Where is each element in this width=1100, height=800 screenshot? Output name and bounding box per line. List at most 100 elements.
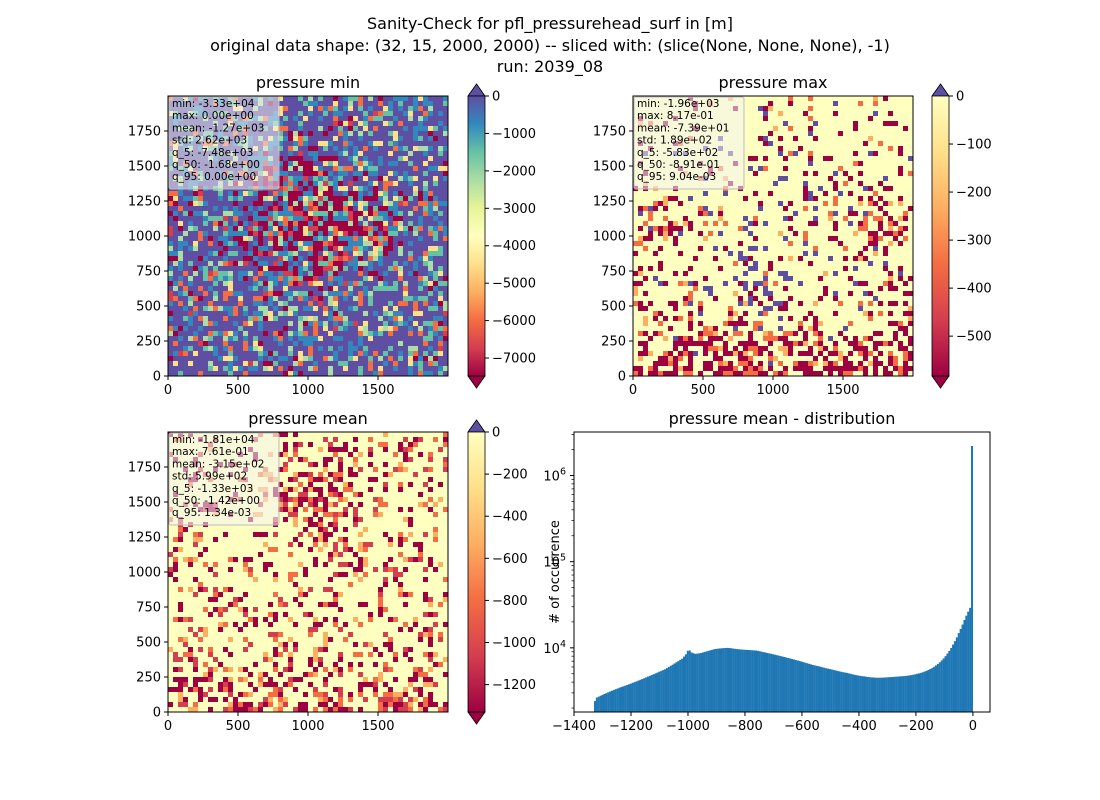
heatmap-cell bbox=[438, 216, 444, 222]
heatmap-cell bbox=[423, 116, 429, 122]
heatmap-cell bbox=[658, 211, 664, 217]
heatmap-cell bbox=[363, 266, 369, 272]
heatmap-cell bbox=[198, 316, 204, 322]
heatmap-cell bbox=[288, 191, 294, 197]
heatmap-cell bbox=[433, 266, 439, 272]
heatmap-cell bbox=[863, 221, 869, 227]
heatmap-cell bbox=[308, 211, 314, 217]
heatmap-cell bbox=[433, 251, 439, 257]
heatmap-cell bbox=[748, 126, 754, 132]
heatmap-cell bbox=[768, 226, 774, 232]
heatmap-cell bbox=[778, 106, 784, 112]
heatmap-cell bbox=[338, 316, 344, 322]
heatmap-cell bbox=[413, 111, 419, 117]
heatmap-cell bbox=[728, 231, 734, 237]
heatmap-cell bbox=[213, 191, 219, 197]
heatmap-cell bbox=[193, 336, 199, 342]
heatmap-cell bbox=[368, 101, 374, 107]
heatmap-cell bbox=[188, 306, 194, 312]
heatmap-cell bbox=[418, 186, 424, 192]
heatmap-cell bbox=[248, 326, 254, 332]
heatmap-cell bbox=[353, 211, 359, 217]
heatmap-cell bbox=[353, 366, 359, 372]
heatmap-cell bbox=[238, 286, 244, 292]
heatmap-cell bbox=[328, 136, 334, 142]
heatmap-cell bbox=[738, 246, 744, 252]
heatmap-cell bbox=[403, 106, 409, 112]
heatmap-cell bbox=[308, 361, 314, 367]
heatmap-cell bbox=[333, 156, 339, 162]
heatmap-cell bbox=[343, 251, 349, 257]
heatmap-cell bbox=[783, 131, 789, 137]
heatmap-cell bbox=[678, 216, 684, 222]
heatmap-cell bbox=[763, 176, 769, 182]
heatmap-cell bbox=[268, 216, 274, 222]
heatmap-cell bbox=[168, 346, 174, 352]
heatmap-cell bbox=[408, 361, 414, 367]
heatmap-cell bbox=[758, 136, 764, 142]
heatmap-cell bbox=[888, 136, 894, 142]
heatmap-cell bbox=[768, 136, 774, 142]
heatmap-cell bbox=[778, 166, 784, 172]
heatmap-cell bbox=[738, 251, 744, 257]
heatmap-cell bbox=[658, 251, 664, 257]
heatmap-cell bbox=[358, 351, 364, 357]
heatmap-cell bbox=[808, 101, 814, 107]
heatmap-cell bbox=[413, 131, 419, 137]
heatmap-cell bbox=[188, 336, 194, 342]
heatmap-cell bbox=[198, 291, 204, 297]
heatmap-cell bbox=[408, 151, 414, 157]
heatmap-cell bbox=[798, 231, 804, 237]
heatmap-cell bbox=[238, 201, 244, 207]
heatmap-cell bbox=[428, 331, 434, 337]
heatmap-cell bbox=[728, 196, 734, 202]
heatmap-cell bbox=[398, 206, 404, 212]
heatmap-cell bbox=[253, 316, 259, 322]
heatmap-cell bbox=[313, 126, 319, 132]
heatmap-cell bbox=[183, 341, 189, 347]
heatmap-cell bbox=[318, 201, 324, 207]
heatmap-cell bbox=[308, 206, 314, 212]
heatmap-cell bbox=[378, 121, 384, 127]
heatmap-cell bbox=[728, 206, 734, 212]
heatmap-cell bbox=[883, 211, 889, 217]
heatmap-cell bbox=[348, 301, 354, 307]
heatmap-cell bbox=[273, 371, 279, 377]
heatmap-cell bbox=[368, 211, 374, 217]
heatmap-cell bbox=[393, 351, 399, 357]
heatmap-cell bbox=[373, 361, 379, 367]
heatmap-cell bbox=[363, 296, 369, 302]
heatmap-cell bbox=[413, 236, 419, 242]
heatmap-cell bbox=[348, 256, 354, 262]
heatmap-cell bbox=[253, 281, 259, 287]
heatmap-cell bbox=[703, 226, 709, 232]
heatmap-cell bbox=[753, 146, 759, 152]
heatmap-cell bbox=[288, 151, 294, 157]
heatmap-cell bbox=[293, 346, 299, 352]
heatmap-cell bbox=[728, 251, 734, 257]
heatmap-cell bbox=[248, 331, 254, 337]
heatmap-cell bbox=[758, 96, 764, 102]
heatmap-cell bbox=[873, 221, 879, 227]
heatmap-cell bbox=[223, 346, 229, 352]
heatmap-cell bbox=[328, 346, 334, 352]
heatmap-cell bbox=[413, 216, 419, 222]
heatmap-cell bbox=[223, 211, 229, 217]
heatmap-cell bbox=[253, 206, 259, 212]
heatmap-cell bbox=[288, 131, 294, 137]
heatmap-cell bbox=[293, 211, 299, 217]
heatmap-cell bbox=[193, 321, 199, 327]
heatmap-cell bbox=[418, 261, 424, 267]
heatmap-cell bbox=[743, 116, 749, 122]
heatmap-cell bbox=[183, 251, 189, 257]
heatmap-cell bbox=[893, 171, 899, 177]
heatmap-cell bbox=[273, 266, 279, 272]
heatmap-cell bbox=[878, 126, 884, 132]
heatmap-cell bbox=[863, 146, 869, 152]
heatmap-cell bbox=[408, 236, 414, 242]
heatmap-cell bbox=[758, 186, 764, 192]
heatmap-cell bbox=[318, 181, 324, 187]
heatmap-cell bbox=[848, 206, 854, 212]
heatmap-cell bbox=[893, 191, 899, 197]
heatmap-cell bbox=[368, 106, 374, 112]
